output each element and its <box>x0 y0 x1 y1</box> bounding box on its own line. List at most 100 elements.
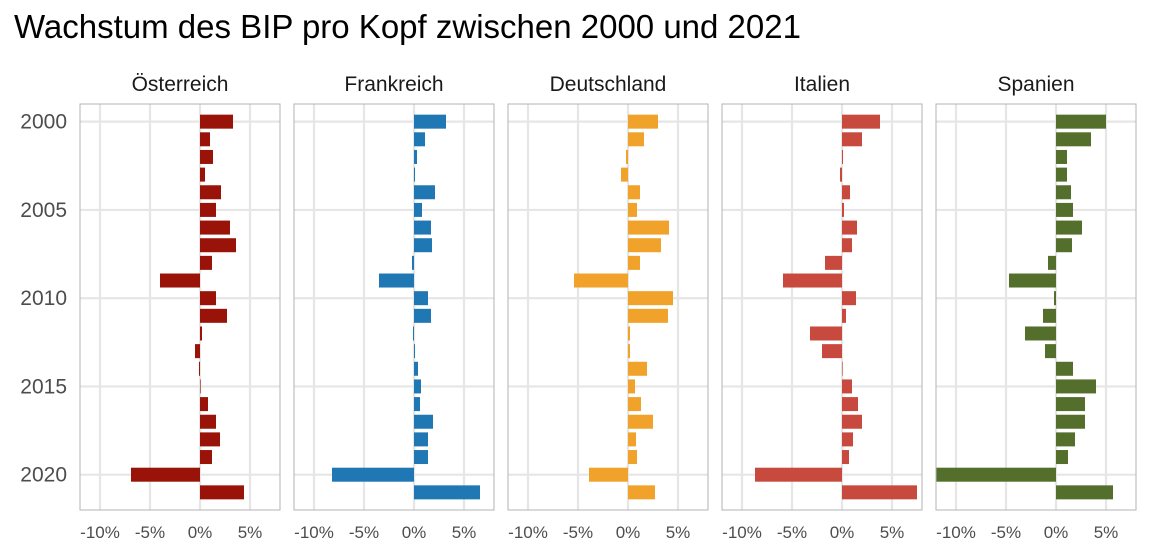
panel-1-bar-2015 <box>414 379 421 393</box>
panel-2-bar-2010 <box>628 291 673 305</box>
panel-3-bar-2016 <box>842 397 858 411</box>
panel-1-xtick-2: 0% <box>402 523 427 542</box>
panel-3-title: Italien <box>794 73 850 96</box>
panel-0-bar-2010 <box>200 291 216 305</box>
panel-3-bar-2017 <box>842 415 862 429</box>
panel-0-xtick-2: 0% <box>188 523 213 542</box>
panel-4-bar-2012 <box>1025 326 1056 340</box>
panel-1-bar-2019 <box>414 450 428 464</box>
panel-2-bar-2008 <box>628 256 640 270</box>
panel-2-bar-2018 <box>628 432 636 446</box>
panel-0-bar-2018 <box>200 432 220 446</box>
panel-1-xtick-0: -10% <box>294 523 334 542</box>
panel-3-bar-2007 <box>842 238 852 252</box>
ytick-2: 2010 <box>20 287 67 310</box>
panel-3-bar-2002 <box>842 150 843 164</box>
panel-2-bar-2006 <box>628 221 669 235</box>
panel-4-bar-2017 <box>1056 415 1085 429</box>
panel-1-bar-2000 <box>414 115 446 129</box>
panel-2-xtick-3: 5% <box>666 523 691 542</box>
ytick-1: 2005 <box>20 199 67 222</box>
panel-4-bar-2020 <box>936 468 1056 482</box>
panel-0-bar-2002 <box>200 150 213 164</box>
panel-0-bar-2011 <box>200 309 227 323</box>
panel-1-bar-2005 <box>414 203 422 217</box>
panel-3-bar-2021 <box>842 485 917 499</box>
panel-0-bar-2020 <box>131 468 200 482</box>
panel-4-bar-2011 <box>1043 309 1056 323</box>
panel-4-bar-2014 <box>1056 362 1073 376</box>
panel-2-bar-2020 <box>589 468 628 482</box>
panel-3-bar-2011 <box>842 309 846 323</box>
panel-2: Deutschland-10%-5%0%5% <box>508 73 708 542</box>
panel-1-bar-2004 <box>414 185 435 199</box>
panel-0: Österreich-10%-5%0%5% <box>80 73 280 542</box>
panel-2-bar-2013 <box>628 344 630 358</box>
panel-1-bar-2013 <box>414 344 415 358</box>
panel-2-xtick-0: -10% <box>508 523 548 542</box>
panel-3-bar-2001 <box>842 132 862 146</box>
panel-3-bar-2003 <box>840 168 842 182</box>
panel-2-bar-2002 <box>626 150 628 164</box>
panel-2-bar-2016 <box>628 397 641 411</box>
panel-1-bar-2018 <box>414 432 428 446</box>
panel-0-xtick-3: 5% <box>238 523 263 542</box>
panel-1-bar-2009 <box>379 274 414 288</box>
panel-0-bar-2008 <box>200 256 212 270</box>
panel-4-bar-2004 <box>1056 185 1071 199</box>
panel-2-bar-2014 <box>628 362 647 376</box>
panel-0-bar-2019 <box>200 450 212 464</box>
panel-0-bar-2014 <box>199 362 200 376</box>
panel-3-bar-2015 <box>842 379 852 393</box>
panel-3-bar-2018 <box>842 432 853 446</box>
panel-4-bar-2019 <box>1056 450 1068 464</box>
panel-4-bar-2009 <box>1009 274 1056 288</box>
panel-2-xtick-1: -5% <box>563 523 593 542</box>
panel-1-xtick-3: 5% <box>452 523 477 542</box>
panel-1-bar-2007 <box>414 238 432 252</box>
panel-4-bar-2002 <box>1056 150 1067 164</box>
panel-1: Frankreich-10%-5%0%5% <box>294 73 494 542</box>
panel-2-bar-2017 <box>628 415 653 429</box>
panel-4-xtick-2: 0% <box>1044 523 1069 542</box>
panel-2-bar-2005 <box>628 203 637 217</box>
panel-4-bar-2013 <box>1045 344 1056 358</box>
panel-1-bar-2017 <box>414 415 433 429</box>
ytick-3: 2015 <box>20 375 67 398</box>
panel-1-bar-2002 <box>414 150 417 164</box>
panel-1-bar-2001 <box>414 132 425 146</box>
panel-0-bar-2006 <box>200 221 230 235</box>
panel-4-xtick-0: -10% <box>936 523 976 542</box>
panel-4-title: Spanien <box>997 73 1074 96</box>
panel-2-bar-2015 <box>628 379 635 393</box>
panel-2-bar-2012 <box>628 326 630 340</box>
panel-2-bar-2009 <box>574 274 628 288</box>
panel-2-bar-2019 <box>628 450 637 464</box>
panel-1-bar-2003 <box>414 168 415 182</box>
panel-3-xtick-2: 0% <box>830 523 855 542</box>
panel-1-bar-2008 <box>412 256 414 270</box>
panel-3-bar-2012 <box>810 326 842 340</box>
panel-3-bar-2019 <box>842 450 849 464</box>
panel-3-bar-2010 <box>842 291 856 305</box>
panels-layer: Österreich-10%-5%0%5%Frankreich-10%-5%0%… <box>20 73 1136 542</box>
panel-3-bar-2008 <box>825 256 842 270</box>
panel-3-xtick-1: -5% <box>777 523 807 542</box>
panel-4-bar-2018 <box>1056 432 1075 446</box>
panel-1-bar-2011 <box>414 309 431 323</box>
panel-3-bar-2004 <box>842 185 850 199</box>
panel-2-bar-2021 <box>628 485 655 499</box>
panel-0-bar-2004 <box>200 185 221 199</box>
panel-0-bar-2001 <box>200 132 210 146</box>
panel-1-bar-2020 <box>332 468 414 482</box>
panel-4-bar-2006 <box>1056 221 1082 235</box>
chart-title: Wachstum des BIP pro Kopf zwischen 2000 … <box>14 8 801 45</box>
panel-0-bar-2021 <box>200 485 244 499</box>
panel-2-bar-2007 <box>628 238 661 252</box>
panel-3-xtick-3: 5% <box>880 523 905 542</box>
panel-4-bar-2015 <box>1056 379 1096 393</box>
panel-1-xtick-1: -5% <box>349 523 379 542</box>
panel-3-bar-2000 <box>842 115 880 129</box>
panel-4-bar-2001 <box>1056 132 1091 146</box>
